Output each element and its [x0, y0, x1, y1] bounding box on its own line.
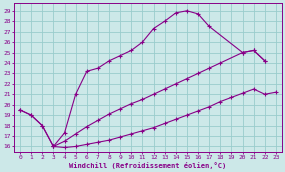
X-axis label: Windchill (Refroidissement éolien,°C): Windchill (Refroidissement éolien,°C): [69, 162, 227, 169]
